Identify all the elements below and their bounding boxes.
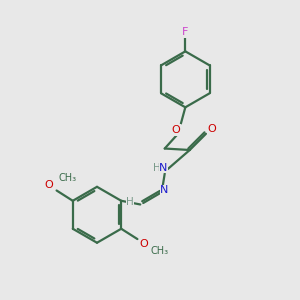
- Text: CH₃: CH₃: [151, 246, 169, 256]
- Text: O: O: [45, 180, 54, 190]
- Text: N: N: [160, 185, 169, 195]
- Text: H: H: [126, 196, 134, 206]
- Text: O: O: [171, 125, 180, 135]
- Text: F: F: [182, 27, 188, 37]
- Text: H: H: [153, 163, 160, 173]
- Text: CH₃: CH₃: [58, 173, 76, 183]
- Text: O: O: [208, 124, 216, 134]
- Text: O: O: [140, 239, 148, 249]
- Text: N: N: [159, 163, 167, 173]
